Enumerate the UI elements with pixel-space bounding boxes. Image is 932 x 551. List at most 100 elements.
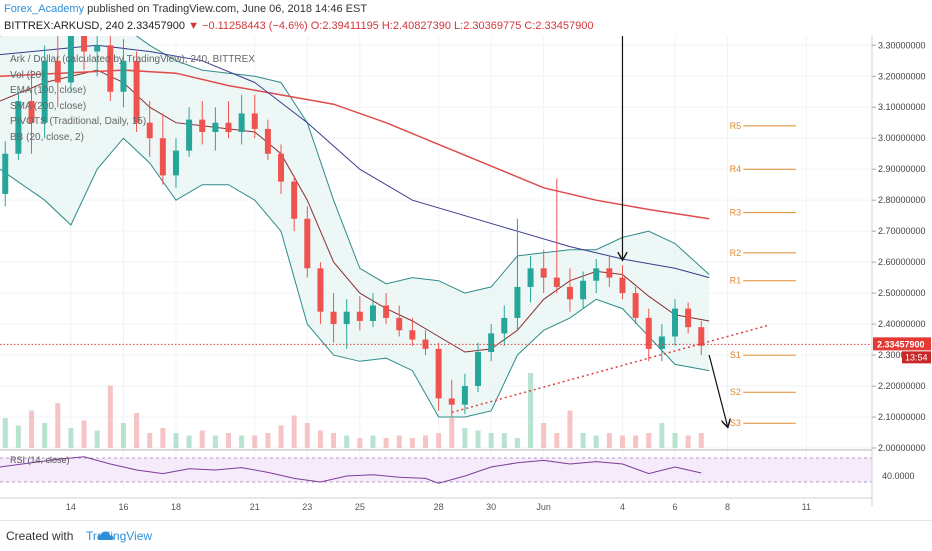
- volume-bar: [55, 403, 61, 448]
- candle: [593, 259, 600, 294]
- candle-body: [41, 60, 48, 123]
- candle: [225, 101, 232, 139]
- candle-body: [2, 153, 9, 194]
- pivot-label-s3: S3: [730, 418, 741, 428]
- annotation-arrow-2: [708, 354, 727, 426]
- candle: [606, 255, 613, 287]
- candle-body: [658, 336, 665, 349]
- candle-body: [264, 128, 271, 154]
- tradingview-brand[interactable]: TradingView: [86, 529, 153, 543]
- candle: [251, 94, 258, 139]
- rsi-line: [0, 456, 702, 484]
- candle-body: [369, 305, 376, 321]
- candle-body: [278, 153, 285, 182]
- down-arrow-icon: ▼: [188, 20, 199, 32]
- rsi-legend: RSI (14, close): [10, 455, 70, 465]
- price-chart[interactable]: R5 R4 R3 R2 R1 S1 S2 S3 RSI (14, close) 3.3000000…: [0, 36, 932, 520]
- candle: [422, 330, 429, 356]
- candle: [501, 305, 508, 346]
- candle-body: [67, 36, 74, 83]
- candle-body: [553, 277, 560, 287]
- volume-bar: [698, 433, 704, 448]
- legend-main-series: Ark / Dollar (calculated by TradingView)…: [10, 54, 255, 65]
- y-tick-label: 2.80000000: [878, 195, 926, 205]
- candle-body: [356, 311, 363, 321]
- volume-bar: [567, 410, 573, 448]
- candle: [330, 293, 337, 343]
- candle-body: [580, 280, 587, 300]
- created-with-text: Created with: [6, 529, 74, 543]
- candle: [94, 36, 101, 77]
- x-tick-label: 6: [673, 502, 678, 512]
- author-link[interactable]: Forex_Academy: [4, 3, 85, 15]
- y-tick-label: 2.40000000: [878, 319, 926, 329]
- volume-bar: [646, 433, 652, 448]
- candle-body: [186, 119, 193, 151]
- candle: [527, 255, 534, 303]
- candle-body: [94, 45, 101, 52]
- legend-ema: EMA (100, close): [10, 85, 87, 96]
- candle: [264, 119, 271, 160]
- volume-bar: [580, 433, 586, 448]
- candle: [566, 268, 573, 312]
- candle: [15, 91, 22, 160]
- candle: [54, 36, 61, 108]
- volume-bar: [593, 435, 599, 448]
- y-tick-label: 2.00000000: [878, 443, 926, 453]
- footer: Created with TradingView: [0, 520, 932, 551]
- pivot-label-r5: R5: [730, 121, 742, 131]
- candle: [304, 206, 311, 278]
- x-tick-label: 16: [118, 502, 128, 512]
- bollinger-fill: [0, 36, 710, 417]
- symbol-label: BITTREX:ARKUSD, 240: [4, 20, 124, 32]
- x-tick-label: 14: [66, 502, 76, 512]
- candle: [396, 305, 403, 337]
- candle-body: [251, 113, 258, 129]
- candle: [619, 265, 626, 300]
- candle-body: [396, 317, 403, 331]
- candle-body: [514, 286, 521, 318]
- volume-bar: [409, 438, 415, 448]
- candle: [645, 308, 652, 362]
- candle: [291, 175, 298, 232]
- candle-body: [383, 305, 390, 318]
- volume-bar: [449, 418, 455, 448]
- candle-body: [225, 122, 232, 133]
- candle-body: [645, 317, 652, 349]
- volume-bar: [317, 430, 323, 448]
- volume-bar: [199, 430, 205, 448]
- candle-body: [317, 268, 324, 312]
- volume-bar: [81, 420, 87, 448]
- candle-body: [435, 348, 442, 399]
- x-tick-label: 21: [250, 502, 260, 512]
- candle: [383, 293, 390, 325]
- sma-line: [0, 69, 710, 220]
- volume-bar: [685, 435, 691, 448]
- volume-bar: [606, 433, 612, 448]
- candle: [632, 286, 639, 325]
- candle: [133, 51, 140, 133]
- candle: [514, 218, 521, 331]
- candle: [172, 138, 179, 188]
- candle: [369, 293, 376, 328]
- legend-bollinger: BB (20, close, 2): [10, 131, 84, 143]
- candle: [488, 324, 495, 362]
- candle-body: [54, 60, 61, 83]
- x-tick-label: 11: [802, 502, 811, 512]
- volume-bar: [344, 435, 350, 448]
- volume-bar: [436, 433, 442, 448]
- volume-bar: [134, 413, 140, 448]
- y-tick-label: 2.60000000: [878, 257, 926, 267]
- x-tick-label: 18: [171, 502, 181, 512]
- publish-line: Forex_Academy published on TradingView.c…: [4, 3, 367, 15]
- countdown-box: [902, 351, 931, 364]
- candle-body: [685, 308, 692, 328]
- volume-bar: [659, 423, 665, 448]
- volume-bar: [68, 428, 74, 448]
- volume-bar: [554, 433, 560, 448]
- candle: [540, 249, 547, 294]
- volume-bar: [2, 418, 8, 448]
- candle: [658, 324, 665, 362]
- candle: [41, 45, 48, 139]
- pivot-label-r1: R1: [730, 276, 742, 286]
